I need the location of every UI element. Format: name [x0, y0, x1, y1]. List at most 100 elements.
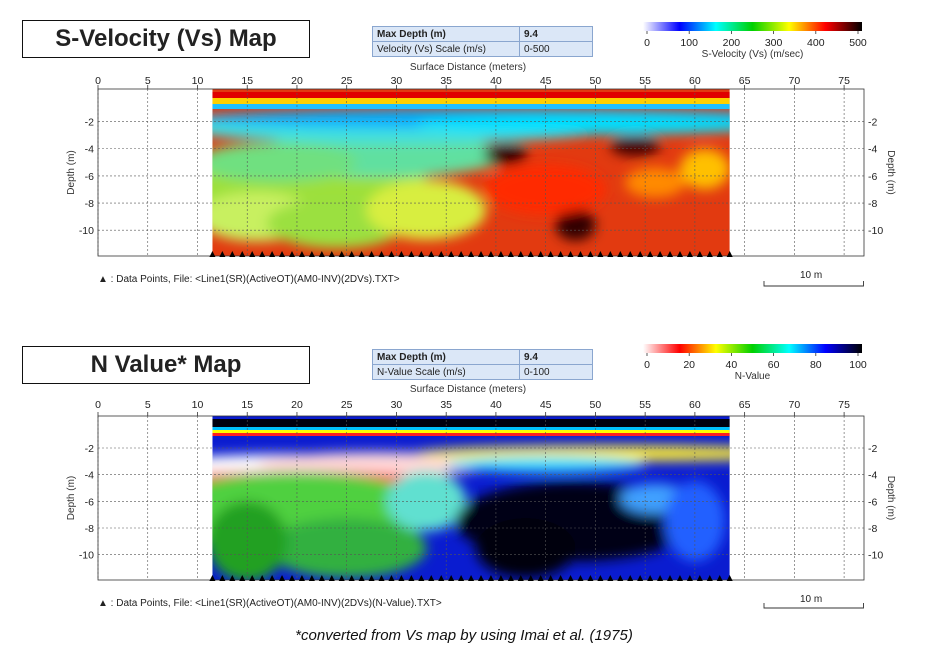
- y-tick-label-left: -6: [85, 171, 94, 183]
- data-point-marker: [219, 251, 226, 257]
- heatmap-field: [212, 416, 730, 580]
- x-tick-label: 60: [689, 399, 701, 411]
- vs-footer: ▲ : Data Points, File: <Line1(SR)(Active…: [98, 274, 400, 285]
- data-point-marker: [657, 575, 664, 581]
- colorbar-tick-label: 400: [807, 37, 825, 49]
- data-point-marker: [388, 251, 395, 257]
- data-point-marker: [647, 575, 654, 581]
- x-tick-label: 5: [145, 399, 151, 411]
- x-axis-label: Surface Distance (meters): [410, 384, 526, 395]
- colorbar-label: S-Velocity (Vs) (m/sec): [702, 49, 804, 60]
- data-point-marker: [398, 251, 405, 257]
- x-tick-label: 40: [490, 75, 502, 87]
- data-point-marker: [288, 575, 295, 581]
- n-footer: ▲ : Data Points, File: <Line1(SR)(Active…: [98, 598, 442, 609]
- data-point-marker: [587, 575, 594, 581]
- data-point-marker: [368, 575, 375, 581]
- data-point-marker: [667, 575, 674, 581]
- data-point-marker: [706, 575, 713, 581]
- data-point-marker: [308, 251, 315, 257]
- n-info-table: Max Depth (m) 9.4 N-Value Scale (m/s) 0-…: [372, 349, 593, 380]
- x-tick-label: 10: [192, 399, 204, 411]
- x-tick-label: 45: [540, 399, 552, 411]
- y-tick-label-left: -2: [85, 117, 94, 129]
- x-tick-label: 65: [739, 399, 751, 411]
- data-point-marker: [497, 575, 504, 581]
- data-point-marker: [726, 251, 733, 257]
- data-point-marker: [438, 251, 445, 257]
- colorbar: [643, 22, 862, 31]
- data-point-marker: [676, 575, 683, 581]
- footnote: *converted from Vs map by using Imai et …: [295, 627, 633, 644]
- data-point-marker: [627, 251, 634, 257]
- x-tick-label: 10: [192, 75, 204, 87]
- data-point-marker: [298, 251, 305, 257]
- data-point-marker: [428, 575, 435, 581]
- data-point-marker: [259, 575, 266, 581]
- x-tick-label: 20: [291, 399, 303, 411]
- n-scale-label: 10 m: [800, 594, 823, 605]
- scale-bar: [763, 603, 864, 609]
- y-tick-label-right: -8: [868, 198, 877, 210]
- y-tick-label-left: -6: [85, 496, 94, 508]
- data-point-marker: [686, 251, 693, 257]
- data-point-marker: [249, 575, 256, 581]
- data-point-marker: [418, 251, 425, 257]
- x-tick-label: 70: [789, 75, 801, 87]
- x-tick-label: 0: [95, 75, 101, 87]
- data-point-marker: [249, 251, 256, 257]
- data-point-marker: [637, 251, 644, 257]
- data-point-marker: [318, 251, 325, 257]
- data-point-marker: [368, 251, 375, 257]
- y-tick-label-right: -8: [868, 523, 877, 535]
- y-tick-label-right: -2: [868, 117, 877, 129]
- data-point-marker: [706, 251, 713, 257]
- data-point-marker: [328, 575, 335, 581]
- data-point-marker: [458, 575, 465, 581]
- data-point-marker: [348, 251, 355, 257]
- data-point-marker: [209, 575, 216, 581]
- vs-scale-label: 10 m: [800, 270, 823, 281]
- data-point-marker: [288, 251, 295, 257]
- data-point-marker: [537, 575, 544, 581]
- data-point-marker: [478, 575, 484, 581]
- data-point-marker: [676, 251, 683, 257]
- data-point-marker: [487, 575, 494, 581]
- data-point-marker: [338, 575, 345, 581]
- data-point-marker: [219, 575, 226, 581]
- y-tick-label-left: -10: [79, 225, 94, 237]
- data-point-marker: [269, 575, 276, 581]
- x-tick-label: 75: [838, 399, 850, 411]
- x-tick-label: 0: [95, 399, 101, 411]
- vs-map-title: S-Velocity (Vs) Map: [22, 20, 310, 58]
- y-tick-label-left: -8: [85, 198, 94, 210]
- data-point-marker: [607, 575, 614, 581]
- data-point-marker: [517, 575, 524, 581]
- data-point-marker: [348, 575, 355, 581]
- data-point-marker: [547, 251, 554, 257]
- x-tick-label: 55: [639, 75, 651, 87]
- colorbar-tick-label: 0: [644, 37, 650, 49]
- y-tick-label-right: -10: [868, 225, 883, 237]
- scale-bar: [763, 281, 864, 287]
- x-tick-label: 75: [838, 75, 850, 87]
- data-point-marker: [597, 251, 604, 257]
- data-point-marker: [726, 575, 733, 581]
- x-tick-label: 35: [440, 75, 452, 87]
- data-point-marker: [259, 251, 266, 257]
- data-point-marker: [308, 575, 315, 581]
- x-tick-label: 30: [391, 75, 403, 87]
- data-point-marker: [378, 251, 385, 257]
- data-point-marker: [627, 575, 634, 581]
- data-point-marker: [567, 575, 574, 581]
- data-point-marker: [527, 251, 534, 257]
- data-point-marker: [577, 575, 584, 581]
- data-point-marker: [617, 251, 624, 257]
- data-point-marker: [209, 251, 216, 257]
- data-point-marker: [338, 251, 345, 257]
- y-tick-label-right: -4: [868, 144, 877, 156]
- colorbar-tick-label: 40: [726, 359, 738, 371]
- data-point-marker: [388, 575, 395, 581]
- data-point-marker: [696, 575, 703, 581]
- vs-info-table: Max Depth (m) 9.4 Velocity (Vs) Scale (m…: [372, 26, 593, 57]
